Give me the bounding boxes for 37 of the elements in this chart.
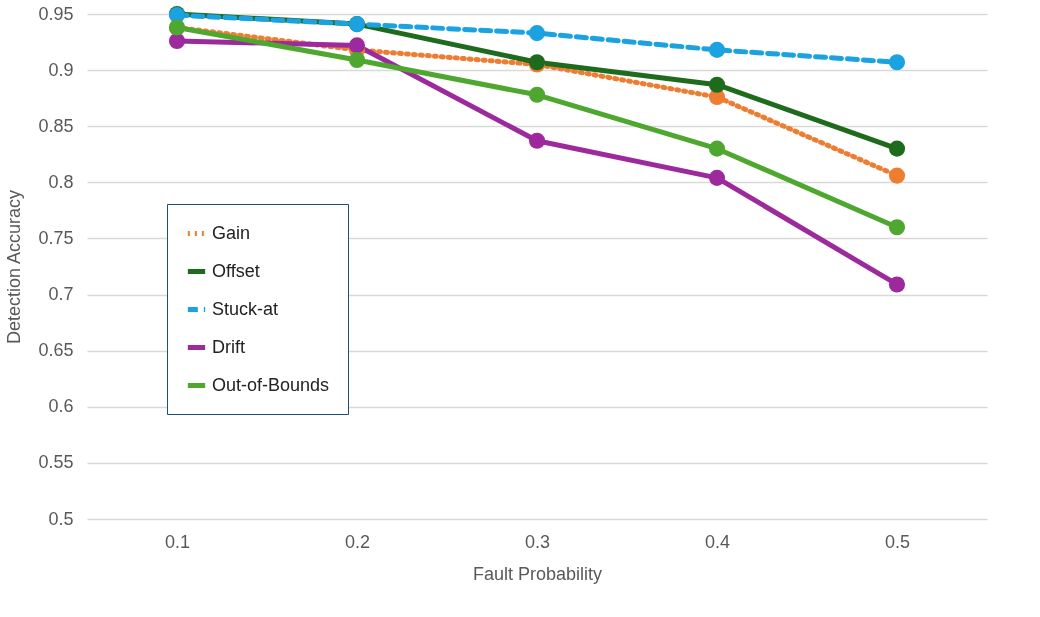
legend-label: Drift xyxy=(212,336,245,357)
y-tick-label: 0.9 xyxy=(48,59,74,80)
y-tick-label: 0.55 xyxy=(38,452,74,473)
point xyxy=(888,276,906,293)
x-tick-label: 0.1 xyxy=(164,531,191,552)
point xyxy=(708,76,726,93)
x-tick-label: 0.2 xyxy=(344,531,371,552)
y-tick-label: 0.75 xyxy=(38,227,74,248)
point xyxy=(528,132,546,149)
x-axis-title: Fault Probability xyxy=(472,563,603,584)
point xyxy=(888,54,906,71)
y-tick-label: 0.8 xyxy=(48,171,74,192)
y-tick-label: 0.5 xyxy=(48,508,74,529)
point xyxy=(528,25,546,42)
y-tick-label: 0.85 xyxy=(38,115,74,136)
x-tick-label: 0.3 xyxy=(524,531,551,552)
point xyxy=(888,167,906,184)
y-tick-label: 0.65 xyxy=(38,340,74,361)
y-axis-title: Detection Accuracy xyxy=(4,189,25,345)
point xyxy=(708,140,726,157)
point xyxy=(888,140,906,157)
y-tick-label: 0.7 xyxy=(48,284,74,305)
point xyxy=(888,219,906,236)
point xyxy=(168,32,186,49)
y-tick-label: 0.95 xyxy=(38,3,74,24)
point xyxy=(348,37,366,54)
point xyxy=(708,41,726,58)
legend-label: Gain xyxy=(212,222,251,243)
legend-label: Stuck-at xyxy=(212,298,279,319)
legend-label: Offset xyxy=(212,260,260,281)
legend-label: Out-of-Bounds xyxy=(212,374,330,395)
y-tick-label: 0.6 xyxy=(48,396,74,417)
x-tick-label: 0.4 xyxy=(704,531,731,552)
point xyxy=(528,86,546,103)
x-tick-label: 0.5 xyxy=(884,531,911,552)
point xyxy=(348,51,366,69)
point xyxy=(708,169,726,186)
